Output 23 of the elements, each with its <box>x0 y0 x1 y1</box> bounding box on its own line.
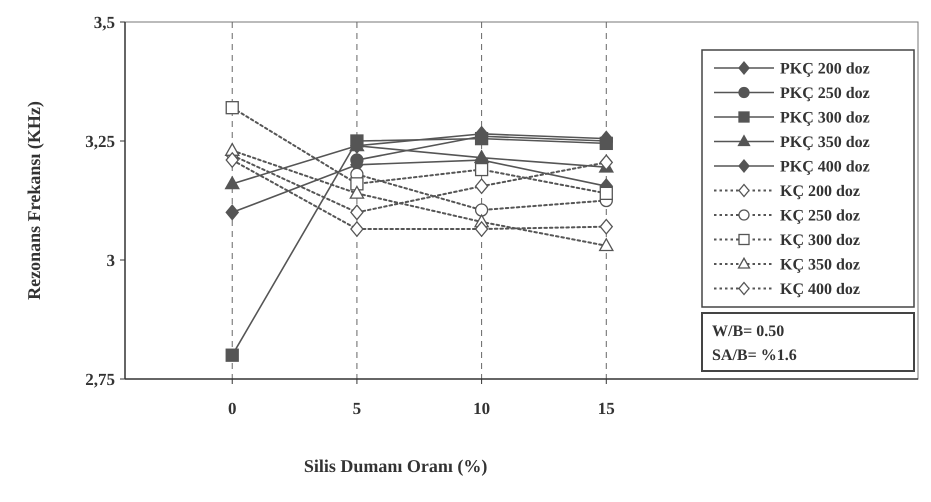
legend-label: KÇ 300 doz <box>780 232 860 250</box>
legend-label: PKÇ 350 doz <box>780 134 870 152</box>
legend-label: KÇ 350 doz <box>780 256 860 274</box>
x-tick-label: 0 <box>228 399 236 418</box>
legend-label: PKÇ 400 doz <box>780 158 870 176</box>
y-tick-label: 3 <box>106 250 115 270</box>
x-axis-title: Silis Dumanı Oranı (%) <box>304 456 488 476</box>
y-tick-label: 2,75 <box>85 370 115 389</box>
y-tick-label: 3,25 <box>85 132 115 151</box>
x-tick-label: 15 <box>598 399 615 418</box>
x-tick-label: 10 <box>473 399 490 418</box>
annotation: W/B= 0.50 <box>712 322 784 340</box>
annotation: SA/B= %1.6 <box>712 346 797 364</box>
x-tick-label: 5 <box>352 399 362 418</box>
legend-label: KÇ 200 doz <box>780 183 860 200</box>
legend-label: PKÇ 300 doz <box>780 110 870 127</box>
legend-label: KÇ 400 doz <box>780 281 860 298</box>
note-box: W/B= 0.50 SA/B= %1.6 <box>701 312 915 372</box>
y-tick-label: 3,5 <box>94 12 115 32</box>
legend-label: KÇ 250 doz <box>780 208 860 225</box>
legend-label: PKÇ 200 doz <box>780 60 870 78</box>
y-axis-title: Rezonans Frekansı (KHz) <box>24 101 44 300</box>
legend-label: PKÇ 250 doz <box>780 85 870 102</box>
